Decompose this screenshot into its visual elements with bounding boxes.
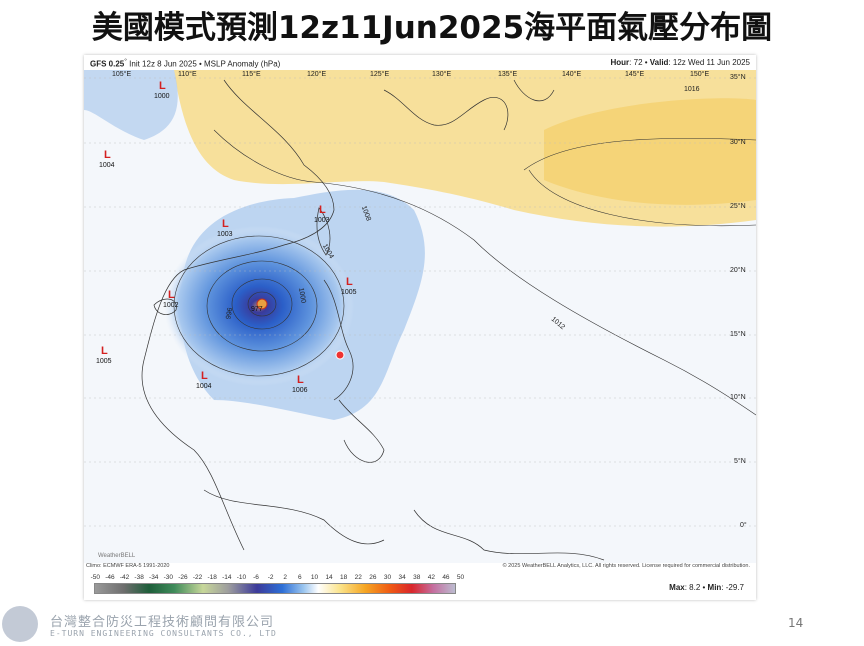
low-symbol: L bbox=[104, 149, 111, 161]
lat-label: 5°N bbox=[734, 458, 746, 465]
lon-label: 130°E bbox=[432, 71, 452, 78]
colorbar-tick: 34 bbox=[398, 574, 406, 581]
lon-label: 125°E bbox=[370, 71, 390, 78]
low-symbol: L bbox=[222, 218, 229, 230]
low-symbol: L bbox=[201, 370, 208, 382]
lat-label: 10°N bbox=[730, 394, 746, 401]
colorbar-tick: -42 bbox=[119, 574, 130, 581]
colorbar-tick: 14 bbox=[325, 574, 333, 581]
page-number: 14 bbox=[788, 616, 804, 630]
lat-label: 25°N bbox=[730, 203, 746, 210]
low-symbol: L bbox=[346, 276, 353, 288]
map-header-left: GFS 0.25° Init 12z 8 Jun 2025 • MSLP Ano… bbox=[90, 58, 280, 69]
low-pressure-value: 1003 bbox=[314, 217, 330, 224]
map-header-right: Hour: 72 • Valid: 12z Wed 11 Jun 2025 bbox=[611, 58, 751, 67]
low-pressure-value: 1002 bbox=[163, 302, 179, 309]
low-pressure-value: 977 bbox=[251, 306, 263, 313]
low-pressure-value: 1004 bbox=[99, 162, 115, 169]
hour-label: Hour bbox=[610, 58, 630, 67]
map-field bbox=[84, 70, 756, 561]
low-symbol: L bbox=[297, 374, 304, 386]
lon-label: 120°E bbox=[307, 71, 327, 78]
colorbar-tick: -18 bbox=[207, 574, 217, 581]
coastlines bbox=[141, 79, 605, 561]
lon-label: 110°E bbox=[178, 71, 197, 78]
colorbar-tick: -50 bbox=[90, 574, 100, 581]
valid-label: Valid bbox=[649, 58, 669, 67]
positive-anomaly-core bbox=[544, 98, 756, 205]
colorbar-tick: -30 bbox=[163, 574, 174, 581]
weather-map-image: GFS 0.25° Init 12z 8 Jun 2025 • MSLP Ano… bbox=[84, 55, 756, 600]
colorbar-tick: 6 bbox=[298, 574, 302, 581]
low-pressure-value: 1004 bbox=[196, 383, 212, 390]
max-min: Max: 8.2 • Min: -29.7 bbox=[669, 583, 744, 592]
colorbar-tick: -34 bbox=[149, 574, 159, 581]
low-pressure-value: 1000 bbox=[154, 93, 170, 100]
watermark-logo: WeatherBELL bbox=[98, 553, 136, 559]
colorbar-tick: -22 bbox=[192, 574, 203, 581]
valid-value: : 12z Wed 11 Jun 2025 bbox=[668, 58, 750, 67]
colorbar-ticks: -50 -46 -42 -38 -34 -30 -26 -22 -18 -14 -10 -6 -2 2 6 1… bbox=[88, 574, 468, 581]
colorbar-tick: -6 bbox=[253, 574, 259, 581]
colorbar-tick: 18 bbox=[340, 574, 348, 581]
low-pressure-value: 1006 bbox=[292, 387, 308, 394]
colorbar-tick: -38 bbox=[134, 574, 144, 581]
model-name: GFS 0.25 bbox=[90, 59, 125, 69]
lon-label: 115°E bbox=[242, 71, 261, 78]
max-value: : 8.2 • bbox=[684, 583, 708, 592]
lon-label: 105°E bbox=[112, 71, 132, 78]
company-name-en: E-TURN ENGINEERING CONSULTANTS CO., LTD bbox=[50, 629, 277, 638]
low-symbol: L bbox=[159, 80, 166, 92]
colorbar-tick: -2 bbox=[267, 574, 274, 581]
colorbar-tick: -26 bbox=[178, 574, 188, 581]
lat-label: 20°N bbox=[730, 267, 746, 274]
degree: ° bbox=[124, 58, 127, 65]
colorbar-tick: 10 bbox=[310, 574, 319, 581]
lon-label: 145°E bbox=[625, 71, 645, 78]
lat-label: 30°N bbox=[730, 139, 746, 146]
colorbar-tick: 22 bbox=[354, 574, 362, 581]
colorbar-tick: 26 bbox=[369, 574, 377, 581]
isobars bbox=[173, 129, 756, 416]
low-symbol: L bbox=[319, 204, 326, 216]
lon-label: 135°E bbox=[498, 71, 518, 78]
hour-value: : 72 • bbox=[629, 58, 650, 67]
colorbar-tick: 38 bbox=[413, 574, 421, 581]
copyright-note: © 2025 WeatherBELL Analytics, LLC. All r… bbox=[502, 563, 750, 569]
colorbar-tick: 42 bbox=[427, 574, 435, 581]
company-logo bbox=[2, 606, 38, 642]
climo-note: Climo: ECMWF ERA-5 1991-2020 bbox=[86, 563, 170, 569]
colorbar-tick: 50 bbox=[456, 574, 465, 581]
min-value: : -29.7 bbox=[721, 583, 744, 592]
colorbar-tick: 30 bbox=[383, 574, 392, 581]
init-text: Init 12z 8 Jun 2025 • MSLP Anomaly (hPa) bbox=[129, 59, 281, 69]
colorbar bbox=[94, 583, 456, 594]
map-area: 105°E 110°E 115°E 120°E 125°E 130°E 135°… bbox=[84, 70, 756, 563]
colorbar-tick: -46 bbox=[105, 574, 115, 581]
max-label: Max bbox=[669, 583, 685, 592]
location-marker bbox=[335, 350, 345, 360]
lat-label: 0° bbox=[740, 522, 747, 529]
isobar-label: 1016 bbox=[684, 86, 700, 93]
slide-title: 美國模式預測12z11Jun2025海平面氣壓分布圖 bbox=[91, 10, 773, 46]
low-pressure-value: 1005 bbox=[341, 289, 357, 296]
lon-label: 140°E bbox=[562, 71, 582, 78]
colorbar-tick: 2 bbox=[283, 574, 288, 581]
lon-label: 150°E bbox=[690, 71, 710, 78]
colorbar-tick: -14 bbox=[222, 574, 232, 581]
typhoon-center-marker bbox=[256, 298, 268, 310]
graticule bbox=[84, 77, 756, 527]
colorbar-tick: -10 bbox=[236, 574, 247, 581]
company-name-zh: 台灣整合防災工程技術顧問有限公司 bbox=[50, 615, 275, 630]
colorbar-tick: 46 bbox=[442, 574, 450, 581]
low-pressure-value: 1005 bbox=[96, 358, 112, 365]
negative-anomaly-west bbox=[84, 70, 178, 140]
low-pressure-value: 1003 bbox=[217, 231, 233, 238]
lat-label: 35°N bbox=[730, 74, 746, 81]
min-label: Min bbox=[707, 583, 722, 592]
low-symbol: L bbox=[168, 289, 175, 301]
low-symbol: L bbox=[101, 345, 108, 357]
lat-label: 15°N bbox=[730, 331, 746, 338]
